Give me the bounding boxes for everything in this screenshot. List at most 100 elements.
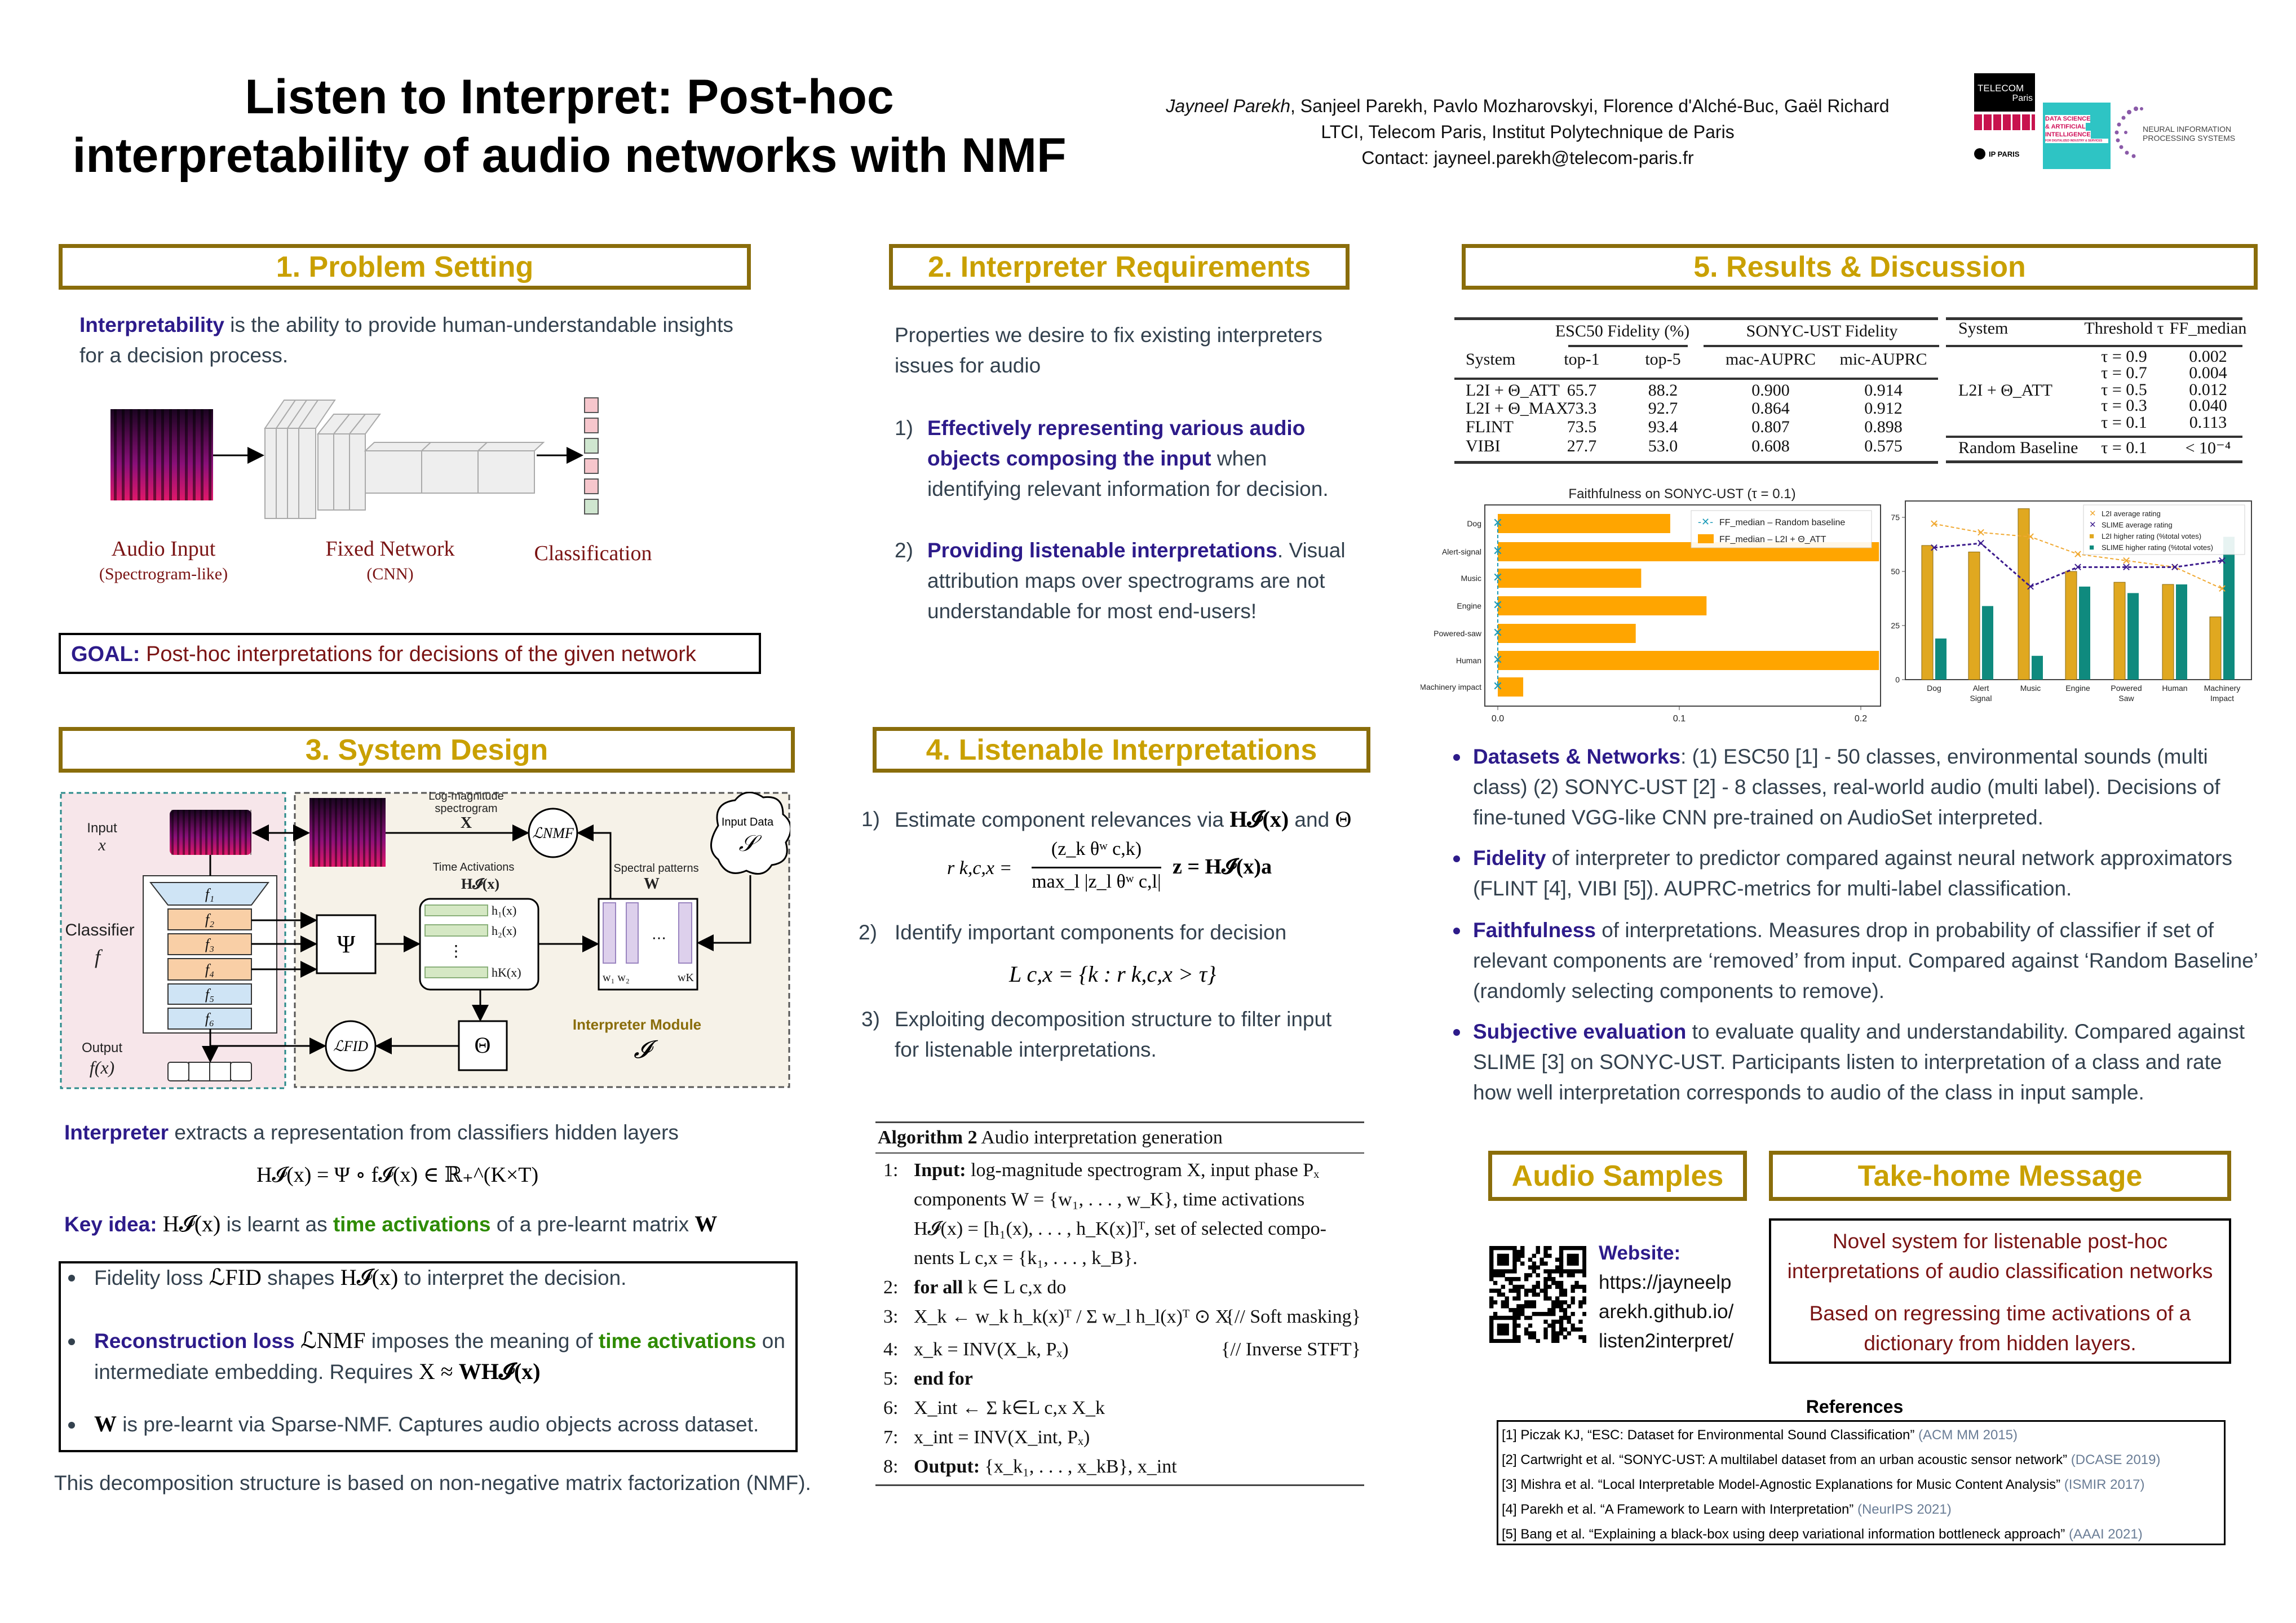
qr-module — [1555, 1280, 1560, 1285]
text: k ∈ L c,x do — [963, 1277, 1067, 1298]
qr-module — [1571, 1300, 1575, 1305]
bar-l2i-higher — [2065, 571, 2077, 680]
label-time-activations: Time Activations — [433, 861, 515, 873]
category-label: Alert-signal — [1442, 547, 1481, 556]
keyword: Output: — [914, 1456, 980, 1477]
section-4-heading: 4. Listenable Interpretations — [873, 727, 1370, 773]
qr-module — [1497, 1327, 1502, 1332]
label-classifier: Classifier — [65, 921, 134, 939]
text: x_int = INV(X_int, Pₓ) — [914, 1427, 1090, 1448]
table-cell: τ = 0.1 — [2101, 438, 2147, 457]
qr-module — [1551, 1311, 1556, 1316]
line-slime-average — [1934, 542, 2223, 588]
qr-module — [1501, 1304, 1506, 1309]
legend-swatch — [1698, 534, 1714, 543]
qr-module — [1582, 1273, 1586, 1278]
category-label: Engine — [2065, 684, 2090, 693]
qr-module — [1543, 1280, 1548, 1285]
bar-slime-higher — [2127, 593, 2139, 680]
algorithm-lines: 1: Input: log-magnitude spectrogram X, in… — [875, 1154, 1364, 1482]
qr-module — [1497, 1315, 1502, 1320]
qr-module — [1563, 1315, 1568, 1320]
qr-module — [1539, 1288, 1544, 1293]
requirement-2: 2) Providing listenable interpretations.… — [895, 535, 1346, 627]
qr-module — [1539, 1261, 1544, 1266]
bar-l2i-higher — [2162, 584, 2174, 680]
qr-module — [1559, 1304, 1564, 1309]
math: W — [694, 1211, 718, 1236]
label-W: W — [644, 875, 660, 893]
item-number: 1) — [861, 808, 880, 831]
qr-module — [1512, 1284, 1517, 1289]
qr-module — [1524, 1300, 1529, 1305]
qr-module — [1493, 1288, 1498, 1293]
qr-code-icon[interactable] — [1489, 1246, 1586, 1343]
qr-module — [1524, 1292, 1529, 1297]
reference-item: [5] Bang et al. “Explaining a black-box … — [1502, 1522, 2220, 1547]
url-line[interactable]: https://jayneelp — [1599, 1271, 1732, 1293]
activation-bars — [424, 904, 488, 978]
table-cell: τ = 0.7 — [2101, 363, 2147, 382]
qr-module — [1501, 1327, 1506, 1332]
heading-text: 3. System Design — [305, 733, 548, 766]
qr-module — [1578, 1335, 1583, 1340]
reference-venue: (DCASE 2019) — [2067, 1452, 2161, 1467]
qr-module — [1528, 1300, 1533, 1305]
line-marker: ✕ — [2218, 555, 2227, 567]
spectrogram-image — [110, 409, 213, 500]
line-number: 6: — [883, 1398, 899, 1418]
row-label: FLINT — [1466, 418, 1514, 436]
qr-module — [1543, 1319, 1548, 1324]
line-text: Input: log-magnitude spectrogram X, inpu… — [914, 1156, 1319, 1185]
qr-module — [1508, 1246, 1513, 1250]
math: ℒFID — [209, 1265, 262, 1290]
qr-module — [1536, 1280, 1540, 1285]
line-text: H𝓘(x) = [h₁(x), . . . , h_K(x)]ᵀ, set of… — [914, 1214, 1326, 1244]
qr-module — [1578, 1284, 1583, 1289]
legend-marker: ✕ — [2089, 509, 2096, 518]
audio-samples-heading: Audio Samples — [1488, 1151, 1747, 1201]
logo-text: INTELLIGENCE — [2045, 131, 2091, 139]
url-line[interactable]: arekh.github.io/ — [1599, 1301, 1734, 1323]
qr-module — [1501, 1315, 1506, 1320]
qr-module — [1516, 1249, 1521, 1254]
label-output-var: f(x) — [90, 1057, 114, 1077]
line-comment: {// Soft masking} — [1225, 1306, 1361, 1327]
qr-module — [1551, 1269, 1556, 1274]
problem-setting-diagram: Audio Input (Spectrogram-like) Fixed Net… — [99, 397, 652, 583]
qr-module — [1512, 1315, 1517, 1320]
qr-module — [1489, 1327, 1494, 1332]
qr-module — [1512, 1327, 1517, 1332]
group-header: SONYC-UST Fidelity — [1746, 322, 1898, 340]
website-label: Website: — [1599, 1242, 1681, 1264]
losses-box — [59, 1261, 798, 1452]
website-link[interactable]: Website: https://jayneelp arekh.github.i… — [1599, 1239, 1733, 1356]
layer-label: f₄ — [205, 961, 214, 978]
qr-module — [1559, 1257, 1564, 1262]
algorithm-line: 2: for all k ∈ L c,x do — [875, 1273, 1364, 1302]
qr-module — [1559, 1288, 1564, 1293]
qr-module — [1571, 1327, 1575, 1332]
qr-module — [1536, 1246, 1540, 1250]
bar-engine — [1498, 596, 1707, 615]
result-bullet: Subjective evaluation to evaluate qualit… — [1473, 1017, 2259, 1108]
qr-module — [1532, 1253, 1537, 1258]
qr-module — [1571, 1311, 1575, 1316]
qr-module — [1497, 1253, 1502, 1258]
qr-module — [1505, 1300, 1509, 1305]
table-cell: 0.002 — [2189, 347, 2227, 366]
table-cell: 0.608 — [1751, 437, 1790, 455]
algo-label: Algorithm 2 — [878, 1127, 977, 1148]
qr-module — [1501, 1331, 1506, 1336]
reference-venue: (ACM MM 2015) — [1914, 1427, 2018, 1443]
qr-module — [1543, 1296, 1548, 1301]
table-cell: 0.864 — [1751, 399, 1790, 418]
qr-module — [1559, 1269, 1564, 1274]
url-line[interactable]: listen2interpret/ — [1599, 1330, 1734, 1352]
qr-module — [1582, 1246, 1586, 1250]
qr-module — [1528, 1273, 1533, 1278]
category-label: Dog — [1927, 684, 1941, 693]
qr-module — [1543, 1284, 1548, 1289]
algorithm-line: 8: Output: {x_k₁, . . . , x_kB}, x_int — [875, 1452, 1364, 1482]
qr-module — [1567, 1273, 1571, 1278]
